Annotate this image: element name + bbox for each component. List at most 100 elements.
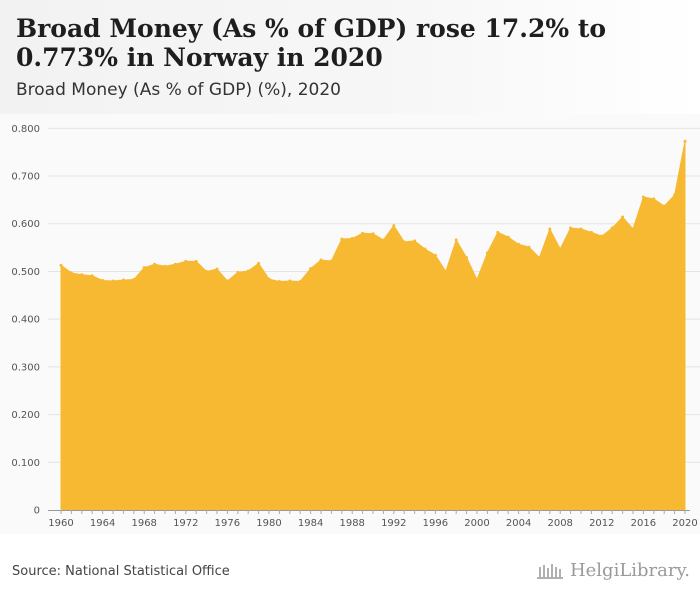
data-point — [153, 262, 157, 266]
series-area-path — [60, 141, 686, 511]
data-point — [309, 267, 313, 271]
data-point — [465, 256, 469, 260]
data-point — [527, 245, 531, 249]
data-point — [589, 230, 593, 234]
data-point — [433, 253, 437, 257]
chart-area: 0 0.100 0.200 0.300 0.400 0.500 0.600 0.700 0.80… — [0, 114, 700, 534]
data-point — [381, 238, 385, 242]
data-point — [329, 259, 333, 263]
data-point — [69, 271, 73, 275]
data-point — [340, 237, 344, 241]
data-point — [621, 215, 625, 219]
x-tick-label: 1980 — [256, 518, 281, 529]
data-point — [163, 264, 167, 268]
data-point — [121, 278, 125, 282]
x-tick-label: 2012 — [589, 518, 614, 529]
data-point — [184, 259, 188, 263]
x-tick-label: 2008 — [547, 518, 572, 529]
chart-footer: Source: National Statistical Office Helg… — [0, 534, 700, 596]
data-point — [90, 274, 94, 278]
data-point — [215, 267, 219, 271]
data-point — [569, 226, 573, 230]
x-tick-label: 1984 — [298, 518, 323, 529]
data-point — [132, 278, 136, 282]
chart-subtitle: Broad Money (As % of GDP) (%), 2020 — [16, 80, 341, 100]
area-chart: 0 0.100 0.200 0.300 0.400 0.500 0.600 0.700 0.80… — [11, 124, 700, 529]
brand-name: HelgiLibrary. — [569, 560, 690, 581]
x-tick-label: 1972 — [173, 518, 198, 529]
x-tick-label: 2000 — [464, 518, 489, 529]
data-point — [641, 195, 645, 199]
x-tick-label: 1968 — [131, 518, 156, 529]
data-point — [267, 277, 271, 281]
y-tick-label: 0.800 — [11, 124, 40, 135]
data-point — [298, 279, 302, 283]
data-point — [246, 269, 250, 273]
y-tick-label: 0 — [34, 506, 40, 517]
data-point — [402, 240, 406, 244]
x-tick-label: 1996 — [423, 518, 448, 529]
data-point — [485, 251, 489, 255]
y-axis-labels: 0 0.100 0.200 0.300 0.400 0.500 0.600 0.700 0.80… — [11, 124, 40, 517]
chart-title: Broad Money (As % of GDP) rose 17.2% to … — [16, 14, 607, 72]
source-note: Source: National Statistical Office — [12, 564, 230, 579]
data-point — [537, 256, 541, 260]
x-tick-label: 2020 — [672, 518, 697, 529]
data-point — [173, 262, 177, 266]
data-point — [319, 258, 323, 262]
x-tick-label: 1960 — [48, 518, 73, 529]
data-point — [496, 230, 500, 234]
chart-header: Broad Money (As % of GDP) rose 17.2% to … — [0, 0, 700, 114]
data-point — [142, 266, 146, 270]
x-tick-label: 2004 — [506, 518, 531, 529]
library-icon — [536, 563, 563, 579]
data-point — [662, 204, 666, 208]
data-point — [631, 227, 635, 231]
data-point — [683, 139, 687, 143]
y-tick-label: 0.200 — [11, 410, 40, 421]
y-tick-label: 0.600 — [11, 219, 40, 230]
y-tick-label: 0.100 — [11, 458, 40, 469]
data-point — [59, 263, 63, 267]
data-point — [413, 239, 417, 243]
data-point — [225, 279, 229, 283]
series-area — [59, 139, 687, 511]
data-point — [548, 227, 552, 231]
data-point — [194, 259, 198, 263]
x-axis: 1960 1964 1968 1972 1976 1980 1984 1988 1992 1996… — [48, 510, 698, 529]
x-tick-label: 2016 — [631, 518, 656, 529]
data-point — [350, 237, 354, 241]
data-point — [257, 261, 261, 265]
data-point — [579, 227, 583, 231]
data-point — [673, 193, 677, 197]
data-point — [517, 242, 521, 246]
y-tick-label: 0.700 — [11, 172, 40, 183]
data-point — [371, 232, 375, 236]
x-tick-label: 1976 — [215, 518, 240, 529]
y-tick-label: 0.300 — [11, 362, 40, 373]
y-tick-label: 0.400 — [11, 315, 40, 326]
data-point — [454, 238, 458, 242]
data-point — [288, 279, 292, 283]
data-point — [361, 231, 365, 235]
data-point — [558, 247, 562, 251]
x-tick-label: 1988 — [339, 518, 364, 529]
data-point — [475, 278, 479, 282]
data-point — [277, 279, 281, 283]
brand-logo: HelgiLibrary. — [536, 560, 690, 581]
data-point — [111, 279, 115, 283]
data-point — [205, 269, 209, 273]
data-point — [392, 224, 396, 228]
x-tick-label: 1964 — [90, 518, 115, 529]
data-point — [610, 226, 614, 230]
data-point — [101, 279, 105, 283]
data-point — [444, 269, 448, 273]
data-point — [600, 234, 604, 238]
data-point — [423, 247, 427, 251]
data-point — [236, 270, 240, 274]
data-point — [80, 273, 84, 277]
data-point — [652, 197, 656, 201]
y-tick-label: 0.500 — [11, 267, 40, 278]
x-tick-label: 1992 — [381, 518, 406, 529]
data-point — [506, 235, 510, 239]
